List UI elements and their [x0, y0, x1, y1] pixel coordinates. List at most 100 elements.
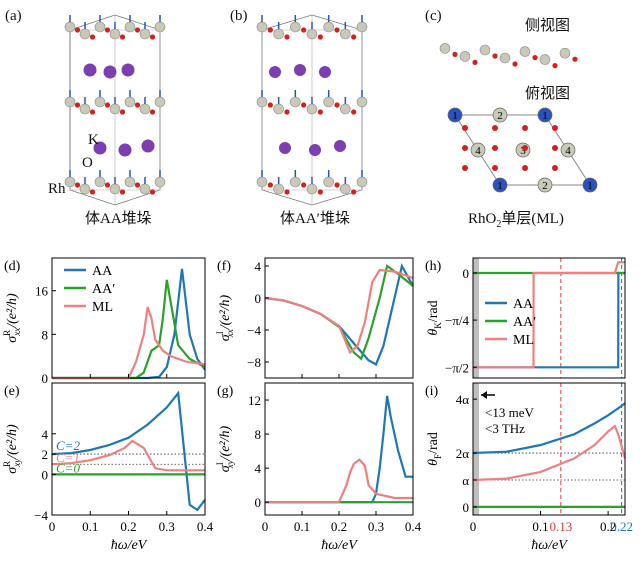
y-tick-label: 0 [255, 291, 262, 306]
plot-frame-h [472, 257, 626, 379]
site-number: 4 [475, 145, 481, 157]
o-atom [284, 189, 290, 195]
k-atom [334, 140, 346, 152]
legend-entry: AA [513, 297, 534, 312]
rh-atom [459, 51, 471, 62]
rh-atom [479, 44, 491, 56]
o-atom [522, 125, 528, 131]
legend-entry: AA′ [513, 315, 536, 330]
y-tick-label: −π/4 [445, 313, 470, 328]
rh-site [447, 107, 463, 123]
panel-label-d: (d) [4, 259, 21, 274]
y-tick-label: −4 [247, 323, 261, 338]
o-atom [552, 63, 558, 69]
o-atom [284, 109, 290, 115]
atom-label-o: O [82, 155, 93, 171]
series-line-d [52, 306, 206, 380]
x-axis-label: ħω/eV [531, 538, 568, 553]
o-atom [492, 165, 498, 171]
y-tick-label: 0 [255, 495, 262, 510]
o-atom [552, 165, 558, 171]
x-tick-label: 0 [49, 519, 56, 534]
x-tick-label: 0.1 [294, 519, 310, 534]
x-tick-label: 0.2 [600, 519, 616, 534]
o-atom [104, 27, 111, 33]
rh-atom [499, 52, 511, 64]
atom-label-rh: Rh [48, 181, 66, 197]
panel-label-f: (f) [217, 259, 231, 274]
o-atom [267, 27, 273, 33]
o-atom [492, 125, 498, 131]
k-atom [294, 64, 306, 76]
x-tick-label: 0.3 [368, 519, 384, 534]
o-atom [334, 27, 340, 33]
series-line-e [51, 439, 205, 472]
series-line-i [472, 402, 626, 455]
o-atom [284, 34, 290, 40]
site-number: 3 [520, 145, 526, 157]
y-tick-label: 0 [42, 371, 49, 386]
rh-atom [559, 47, 571, 59]
rh-atom [439, 43, 451, 54]
rh-site [492, 107, 508, 123]
panel-label-g: (g) [217, 384, 234, 399]
series-line-g [265, 395, 413, 504]
caption-aa-prime-stack: 体AA′堆垛 [280, 211, 350, 227]
rh-site [537, 177, 553, 193]
series-line-i [472, 424, 627, 482]
o-atom [512, 61, 518, 67]
o-atom [492, 53, 498, 59]
rh-site [537, 107, 553, 123]
o-atom [134, 27, 141, 33]
o-atom [334, 182, 340, 188]
rh-site [582, 177, 598, 193]
panel-label-i: (i) [425, 384, 439, 399]
x-tick-label: 0.2 [120, 519, 136, 534]
site-number: 1 [497, 180, 503, 192]
o-atom [351, 109, 357, 115]
series-line-f [264, 268, 414, 355]
series-line-h [473, 261, 625, 369]
rh-site [492, 177, 508, 193]
side-view-label: 侧视图 [525, 18, 571, 34]
o-atom [149, 34, 156, 40]
o-atom [89, 34, 96, 40]
y-tick-label: −π/2 [445, 360, 469, 375]
chern-label: C=1 [56, 450, 80, 465]
o-atom [104, 182, 111, 188]
k-atom [141, 139, 155, 153]
k-atom [279, 142, 291, 154]
site-number: 1 [452, 110, 458, 122]
gray-band [473, 258, 479, 378]
k-atom [319, 66, 331, 78]
rh-site [470, 142, 486, 158]
o-atom [552, 125, 558, 131]
y-tick-label: 12 [248, 393, 261, 408]
x-special-red: 0.13 [549, 519, 572, 534]
o-atom [532, 55, 538, 61]
y-tick-label: −4 [34, 508, 48, 523]
o-atom [301, 182, 307, 188]
plot-frame-i [472, 382, 626, 516]
panel-a-label: (a) [5, 8, 22, 24]
y-tick-label: 0 [463, 266, 470, 281]
panel-c-label: (c) [425, 8, 442, 24]
panel-b-label: (b) [230, 8, 248, 24]
legend-entry: ML [92, 300, 113, 315]
o-atom [134, 182, 141, 188]
x-tick-label: 0.3 [159, 519, 175, 534]
y-tick-label: −8 [247, 355, 261, 370]
y-axis-label-h: θK/rad [426, 300, 443, 335]
o-atom [351, 34, 357, 40]
y-tick-label: 8 [42, 327, 49, 342]
x-axis-label: ħω/eV [321, 538, 358, 553]
panel-label-h: (h) [425, 259, 442, 274]
o-atom [317, 34, 323, 40]
y-axis-label-i: θF/rad [426, 432, 443, 466]
k-atom [121, 63, 135, 77]
x-tick-label: 0.4 [197, 519, 214, 534]
arrowhead [481, 391, 487, 399]
x-tick-label: 0.1 [82, 519, 98, 534]
k-atom [83, 63, 97, 77]
o-atom [89, 109, 96, 115]
